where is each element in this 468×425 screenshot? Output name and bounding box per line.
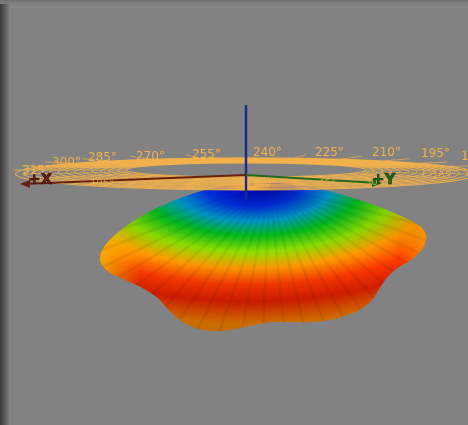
lobe-shading-streak — [100, 183, 271, 276]
azimuth-label: 90° — [140, 179, 158, 190]
lobe-shading-streak — [133, 183, 272, 313]
azimuth-ring-spoke — [349, 161, 447, 167]
azimuth-ring-spoke — [276, 154, 307, 164]
azimuth-label: 240° — [253, 145, 282, 159]
azimuth-ring-spoke — [45, 173, 143, 179]
azimuth-ring-spoke — [185, 154, 216, 164]
azimuth-ring-spoke — [361, 171, 468, 175]
azimuth-labels-back: 315°300° 285° 270° 255° 240° 225° 210° 195° 1 — [22, 145, 468, 177]
lobe-shading-streak — [100, 183, 271, 290]
azimuth-ring-spoke — [305, 155, 363, 165]
azimuth-ring — [14, 154, 468, 191]
lobe-shading-streak — [268, 183, 395, 319]
lobe-shading-streak — [116, 183, 271, 302]
lobe-shading-streak — [260, 184, 272, 332]
azimuth-label: 30° — [365, 177, 383, 188]
azimuth-label: 75° — [196, 178, 214, 189]
azimuth-ring-spoke — [330, 158, 411, 166]
lobe-shading-streak — [215, 184, 272, 332]
lobe-shading-streak — [268, 184, 354, 332]
azimuth-ring-spoke — [45, 161, 143, 167]
azimuth-ring-spoke — [129, 155, 187, 165]
azimuth-label: 210° — [372, 145, 401, 159]
lobe-shading-streak — [237, 184, 272, 332]
lobe-shading-streak — [100, 183, 271, 262]
x-axis-label: +X — [28, 170, 53, 188]
lobe-shading-streak — [268, 184, 333, 332]
lobe-shading-streak — [269, 183, 427, 257]
azimuth-ring-spoke — [81, 158, 162, 166]
window-frame-edge — [0, 0, 9, 425]
y-axis-label: +Y — [372, 170, 397, 188]
lobe-shading-streak — [268, 184, 375, 328]
azimuth-label: 105° — [90, 178, 114, 189]
window-top-edge — [0, 0, 468, 4]
azimuth-label: 225° — [315, 145, 344, 159]
azimuth-ring-spoke — [21, 165, 131, 169]
azimuth-ring-spoke — [361, 165, 468, 169]
azimuth-ring-spoke — [349, 173, 447, 179]
azimuth-ring-spoke — [276, 176, 307, 186]
lobe-shading-streak — [269, 183, 427, 242]
lobe-shading-streak — [268, 184, 310, 332]
lobe-shading-streak — [152, 184, 272, 322]
azimuth-label: 1 — [461, 149, 468, 163]
azimuth-label: 270° — [136, 149, 165, 163]
azimuth-ring-spoke — [330, 174, 411, 182]
azimuth-ring-spoke — [185, 176, 216, 186]
azimuth-label: 165° — [432, 170, 456, 181]
lobe-shading-streak — [172, 184, 272, 330]
azimuth-labels-front: 105° 90° 75° 60° 45° 30° 15°165° — [90, 168, 456, 190]
azimuth-label: 300° — [52, 155, 81, 169]
azimuth-label: 15° — [420, 168, 438, 179]
azimuth-label: 255° — [192, 147, 221, 161]
azimuth-label: 315° — [22, 163, 51, 177]
y-axis — [245, 174, 382, 187]
azimuth-label: 195° — [421, 146, 450, 160]
azimuth-label: 60° — [258, 178, 276, 189]
lobe-shading-streak — [268, 184, 287, 332]
azimuth-ring-spoke — [21, 171, 131, 175]
azimuth-label: 45° — [318, 178, 336, 189]
radiation-pattern-surface[interactable] — [30, 180, 468, 345]
x-axis — [20, 174, 247, 188]
lobe-shading-streak — [193, 184, 272, 332]
azimuth-label: 285° — [88, 150, 117, 164]
